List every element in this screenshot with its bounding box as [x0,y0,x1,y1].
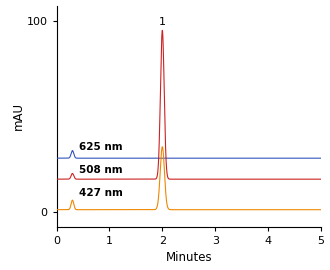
X-axis label: Minutes: Minutes [165,251,212,264]
Text: 625 nm: 625 nm [79,142,122,152]
Text: 427 nm: 427 nm [79,188,123,198]
Y-axis label: mAU: mAU [12,102,25,130]
Text: 508 nm: 508 nm [79,165,122,175]
Text: 1: 1 [159,16,166,26]
